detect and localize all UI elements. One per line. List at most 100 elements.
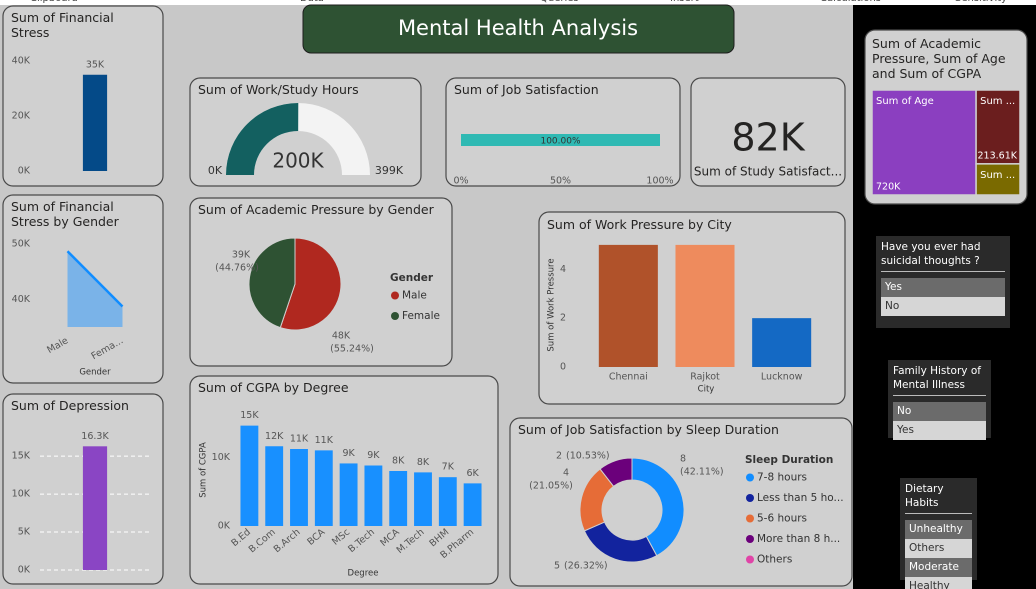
slicer-option[interactable]: Yes: [881, 278, 1005, 297]
slice: [248, 237, 296, 329]
legend-swatch: [391, 312, 399, 320]
visual-title: Sum of Academic Pressure, Sum of Age and…: [872, 36, 1006, 81]
y-tick-label: 0K: [218, 521, 231, 532]
visual-title: Sum of Financial Stress: [11, 10, 114, 40]
slicer-option[interactable]: Others: [905, 539, 972, 558]
ribbon-label: Queries: [540, 0, 579, 4]
data-label: 48K: [332, 331, 351, 342]
data-label: 9K: [367, 450, 380, 461]
x-tick-label: 0%: [453, 176, 468, 187]
data-label: 2: [556, 451, 562, 462]
visual-title: Sum of Job Satisfaction by Sleep Duratio…: [518, 422, 779, 437]
data-label: 8K: [392, 456, 405, 467]
gauge-value: [226, 102, 299, 175]
bar: [598, 244, 658, 367]
tile-value: 213.61K: [978, 150, 1018, 161]
legend-label: Female: [402, 310, 440, 322]
y-tick-label: 2: [560, 313, 566, 324]
y-tick-label: 40K: [12, 56, 31, 67]
legend-label: Male: [402, 290, 427, 302]
x-axis-label: Degree: [348, 569, 379, 579]
header: [302, 4, 735, 54]
legend-label: Less than 5 ho...: [757, 492, 844, 504]
slicer-option[interactable]: No: [893, 402, 986, 421]
y-tick-label: 4: [560, 264, 566, 275]
data-label: 7K: [442, 462, 455, 473]
bar: [290, 449, 308, 526]
bar: [339, 463, 358, 526]
visual-title: Sum of Academic Pressure by Gender: [198, 202, 434, 217]
bar: [675, 244, 735, 367]
ribbon-label: Insert: [670, 0, 699, 4]
slicer: Dietary Habits Unhealthy Others Moderate Hea…: [900, 478, 977, 589]
data-label: 11K: [290, 434, 309, 445]
treemap-tile: [975, 89, 1021, 165]
bar: [240, 425, 259, 526]
bar: [414, 472, 432, 526]
y-tick-label: 40K: [12, 294, 31, 305]
card-panel: [690, 77, 846, 187]
visual-panel: [445, 77, 681, 187]
bar: [752, 318, 812, 367]
slicer: Family History of Mental Illness No Yes: [888, 360, 991, 440]
dashboard-title: Mental Health Analysis: [398, 16, 638, 40]
tile-label: Sum ...: [980, 170, 1015, 181]
legend-swatch: [746, 535, 754, 543]
legend-swatch: [746, 494, 754, 502]
legend-title: Gender: [390, 272, 434, 284]
slicer-title: Family History of Mental Illness: [893, 364, 986, 396]
visual-title: Sum of Work Pressure by City: [547, 217, 732, 232]
visual-title: Sum of Depression: [11, 398, 129, 413]
treemap-tile: [975, 163, 1021, 196]
x-axis-label: City: [698, 385, 715, 395]
y-tick-label: 10K: [212, 452, 231, 463]
visual-title: Sum of Financial Stress by Gender: [11, 199, 119, 229]
percent-label: (21.05%): [529, 481, 573, 492]
slicer-option[interactable]: Unhealthy: [905, 520, 972, 539]
slicer-option[interactable]: No: [881, 297, 1005, 316]
x-tick-label: 100%: [646, 176, 673, 187]
data-label: 15K: [240, 410, 259, 421]
tile-label: Sum ...: [980, 96, 1015, 107]
slicer-option[interactable]: Healthy: [905, 577, 972, 589]
data-label: 11K: [315, 435, 334, 446]
bar: [364, 465, 383, 526]
y-tick-label: 0K: [18, 166, 31, 177]
x-tick-label: Rajkot: [690, 372, 720, 383]
data-label: 9K: [342, 448, 355, 459]
bar: [265, 446, 284, 526]
data-label: 8K: [417, 457, 430, 468]
data-label: 39K: [232, 250, 251, 261]
visual-title: Sum of Work/Study Hours: [198, 82, 359, 97]
legend-title: Sleep Duration: [745, 454, 833, 466]
legend-label: Others: [757, 554, 792, 566]
slicer-option[interactable]: Yes: [893, 421, 986, 440]
legend-swatch: [391, 291, 399, 300]
legend-swatch: [746, 473, 754, 482]
area-line: [66, 250, 124, 308]
y-tick-label: 5K: [18, 527, 31, 538]
data-label: 5: [554, 561, 560, 572]
slicer-option[interactable]: Moderate: [905, 558, 972, 577]
data-label: 12K: [265, 431, 284, 442]
bar: [438, 477, 457, 526]
data-label: 6K: [466, 468, 479, 479]
bar: [82, 446, 108, 570]
x-tick-label: 50%: [550, 176, 571, 187]
gauge-min: 0K: [208, 164, 223, 177]
y-tick-label: 0: [560, 362, 566, 373]
data-label: 8: [680, 454, 686, 465]
data-label: 16.3K: [81, 431, 109, 442]
tile-label: Sum of Age: [876, 96, 934, 107]
visual-title: Sum of Job Satisfaction: [454, 82, 599, 97]
slicer: Have you ever had suicidal thoughts ? Yes…: [876, 236, 1010, 328]
slicer-title: Dietary Habits: [905, 482, 972, 514]
card-value: 82K: [731, 116, 805, 160]
x-tick-label: Lucknow: [761, 372, 803, 383]
area: [67, 251, 123, 327]
percent-label: (55.24%): [330, 344, 374, 355]
percent-label: (26.32%): [564, 561, 608, 572]
slice: [599, 457, 633, 488]
treemap-tile: [871, 89, 977, 196]
slice: [631, 457, 685, 557]
